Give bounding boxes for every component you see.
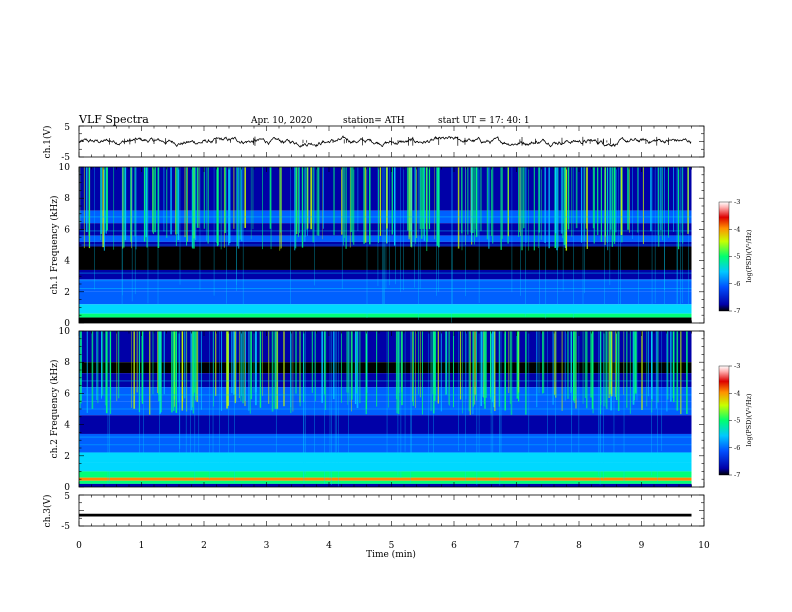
spectrogram-band: [79, 477, 692, 481]
ch1-waveform-line: [78, 135, 692, 148]
ch3-ytick-top: 5: [64, 492, 70, 502]
spectrogram-band: [79, 362, 692, 374]
colorbar-tick-label: -4: [734, 225, 740, 233]
ch1-colorbar-gradient: [718, 201, 730, 312]
ch2-spectrogram-heatmap: [79, 331, 692, 487]
y-tick-label: 2: [64, 452, 70, 462]
colorbar-tick-label: -3: [734, 362, 740, 370]
ch1-spectrogram-ticks: [78, 166, 705, 324]
y-tick-label: 6: [64, 389, 70, 399]
y-tick-label: 2: [64, 288, 70, 298]
ch1-waveform-trace: [78, 135, 692, 148]
spectrogram-band: [79, 433, 692, 453]
spectrogram-band: [79, 279, 692, 292]
y-tick-label: 6: [64, 225, 70, 235]
y-tick-label: 10: [59, 327, 71, 337]
y-tick-label: 10: [59, 163, 71, 173]
ch1-colorbar: -3 -4 -5 -6 -7 log(PSD)(V²/Hz): [718, 198, 753, 315]
x-tick-label: 3: [264, 541, 270, 551]
spectrogram-band: [79, 291, 692, 305]
start-time-label: start UT = 17: 40: 1: [438, 116, 530, 126]
x-tick-label: 9: [639, 541, 645, 551]
spectrogram-band: [79, 452, 692, 463]
x-tick-label: 6: [451, 541, 457, 551]
date-label: Apr. 10, 2020: [250, 116, 313, 126]
x-tick-label: 10: [698, 541, 710, 551]
x-axis-label: Time (min): [366, 549, 416, 560]
colorbar-tick-label: -5: [734, 253, 740, 261]
ch1-waveform-ylabel: ch.1(V): [42, 126, 53, 159]
spectrogram-band: [79, 480, 692, 484]
spectrogram-band: [79, 462, 692, 472]
ch2-spectrogram-panel: 0 2 4 6 8 10 ch.2 Frequency (kHz): [49, 327, 705, 493]
station-label: station= ATH: [343, 116, 405, 126]
x-tick-label: 0: [76, 541, 82, 551]
ch1-colorbar-label: log(PSD)(V²/Hz): [745, 229, 753, 282]
colorbar-tick-label: -4: [734, 389, 740, 397]
spectrogram-band: [79, 483, 692, 487]
ch2-colorbar-label: log(PSD)(V²/Hz): [745, 393, 753, 446]
colorbar-tick-label: -3: [734, 198, 740, 206]
colorbar-tick-label: -6: [734, 444, 740, 452]
ch1-ytick-bottom: -5: [61, 153, 70, 163]
spectrogram-band: [79, 387, 692, 402]
ch3-waveform-ylabel: ch.3(V): [42, 495, 53, 528]
ch2-colorbar: -3 -4 -5 -6 -7 log(PSD)(V²/Hz): [718, 362, 753, 479]
ch1-colorbar-ticks: -3 -4 -5 -6 -7: [729, 198, 740, 315]
ch3-waveform-ticks: [78, 494, 705, 527]
x-tick-label: 7: [514, 541, 520, 551]
ch1-waveform-ticks: [78, 125, 705, 158]
spectrogram-band: [79, 167, 692, 211]
y-tick-label: 8: [64, 194, 70, 204]
header: VLF Spectra Apr. 10, 2020 station= ATH s…: [78, 113, 530, 126]
x-tick-label: 5: [389, 541, 395, 551]
spectrogram-band: [79, 471, 692, 478]
x-tick-label: 2: [201, 541, 207, 551]
ch2-spectrogram-ylabel: ch.2 Frequency (kHz): [49, 360, 60, 459]
ch2-colorbar-ticks: -3 -4 -5 -6 -7: [729, 362, 740, 479]
y-tick-label: 0: [64, 483, 70, 493]
spectrogram-band: [79, 246, 692, 270]
y-tick-label: 4: [64, 421, 70, 431]
spectrogram-band: [79, 269, 692, 280]
spectrogram-band: [79, 235, 692, 242]
spectrogram-band: [79, 401, 692, 416]
ch3-waveform-panel: 5 -5 ch.3(V): [42, 492, 705, 532]
ch1-waveform-panel: 5 -5 ch.1(V): [42, 123, 705, 163]
colorbar-tick-label: -7: [734, 307, 740, 315]
ch3-ytick-bottom: -5: [61, 522, 70, 532]
colorbar-tick-label: -7: [734, 471, 740, 479]
ch1-spectrogram-ylabel: ch.1 Frequency (kHz): [49, 196, 60, 295]
spectrogram-band: [79, 373, 692, 388]
ch1-ytick-top: 5: [64, 123, 70, 133]
ch1-spectrogram-panel: 0 2 4 6 8 10 ch.1 Frequency (kHz): [49, 163, 705, 329]
spectrogram-band: [79, 241, 692, 247]
ch1-spectrogram-ytick-labels: 0 2 4 6 8 10: [59, 163, 71, 329]
ch2-colorbar-gradient: [718, 365, 730, 476]
colorbar-tick-label: -6: [734, 280, 740, 288]
x-axis-tick-labels: 0 1 2 3 4 5 6 7 8 9 10: [76, 541, 710, 551]
ch1-spectrogram-heatmap: [79, 167, 692, 323]
spectrogram-band: [79, 304, 692, 314]
figure-title: VLF Spectra: [78, 113, 149, 126]
x-tick-label: 8: [576, 541, 582, 551]
x-tick-label: 1: [139, 541, 145, 551]
colorbar-tick-label: -5: [734, 417, 740, 425]
ch2-spectrogram-ytick-labels: 0 2 4 6 8 10: [59, 327, 71, 493]
ch2-spectrogram-ticks: [78, 330, 705, 488]
spectrogram-band: [79, 313, 692, 318]
y-tick-label: 4: [64, 257, 70, 267]
y-tick-label: 0: [64, 319, 70, 329]
spectrogram-band: [79, 415, 692, 434]
spectrogram-band: [79, 317, 692, 323]
y-tick-label: 8: [64, 358, 70, 368]
x-tick-label: 4: [326, 541, 332, 551]
spectrogram-band: [79, 331, 692, 363]
